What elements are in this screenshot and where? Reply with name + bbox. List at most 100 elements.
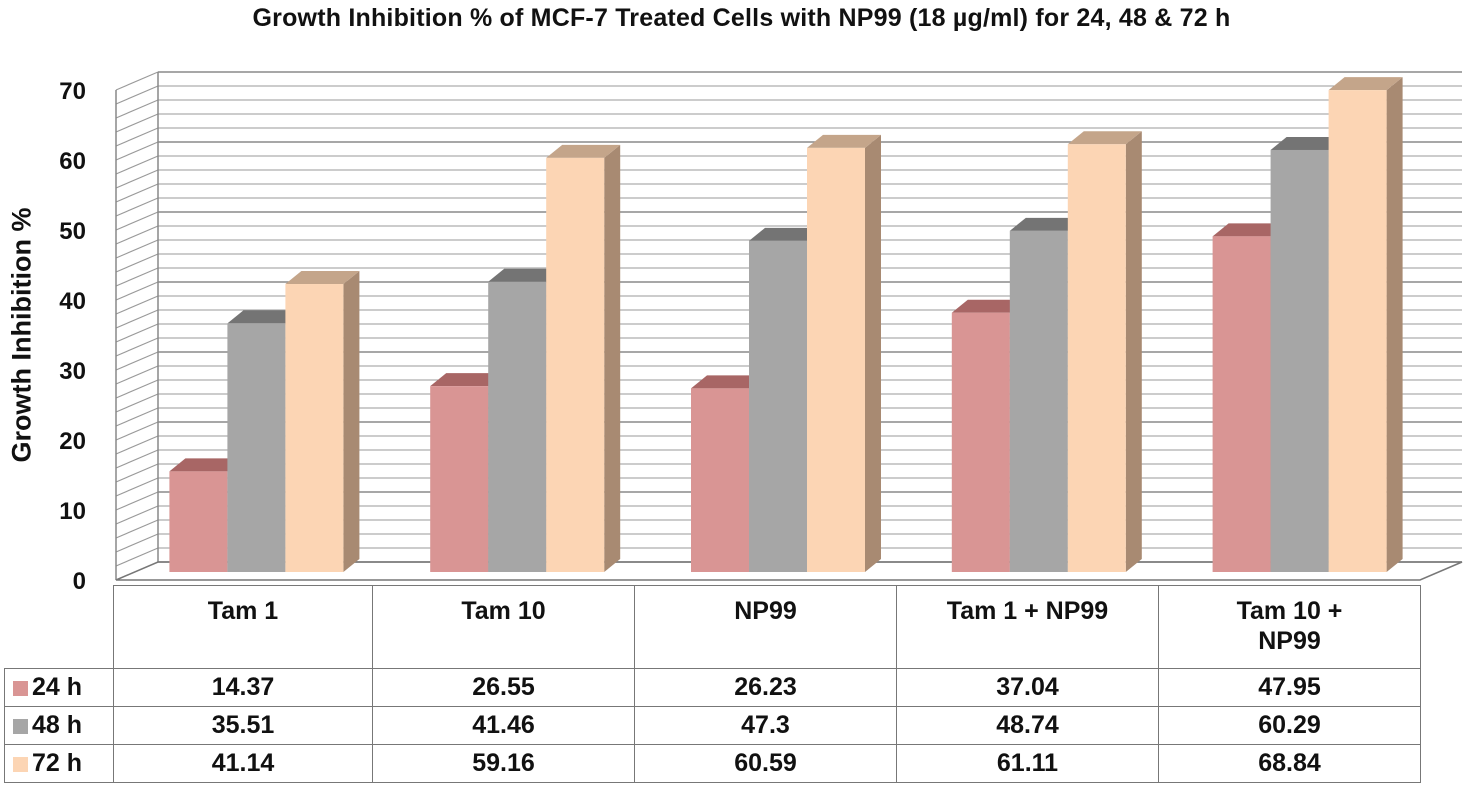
x-category-label-line: Tam 1: [207, 597, 279, 625]
legend-entry: 72 h: [4, 744, 114, 783]
bar-72h-3: [1067, 144, 1126, 573]
y-tick-label: 0: [73, 568, 86, 595]
y-tick-label: 10: [59, 498, 86, 525]
data-label: 60.29: [1158, 706, 1421, 745]
bar-24h-0: [169, 471, 228, 572]
bar-top: [1009, 217, 1084, 231]
data-label: 47.95: [1158, 668, 1421, 707]
side-wall-gridline: [115, 547, 159, 567]
data-label: 48.74: [896, 706, 1159, 745]
bar-48h-0: [227, 323, 286, 572]
x-category-label: NP99: [634, 585, 897, 669]
data-label: 61.11: [896, 744, 1159, 783]
bar-top: [807, 134, 881, 148]
legend-swatch: [13, 681, 28, 696]
side-wall-gridline: [115, 365, 159, 385]
bar-top: [1212, 223, 1287, 237]
bar-top: [749, 227, 823, 241]
side-wall-gridline: [115, 211, 159, 231]
side-wall-gridline: [115, 533, 159, 553]
bar-24h-4: [1212, 236, 1271, 572]
side-wall-gridline: [115, 225, 159, 245]
data-label: 26.55: [372, 668, 635, 707]
side-wall-gridline: [115, 351, 159, 371]
x-category-label: Tam 1 + NP99: [896, 585, 1159, 669]
bar-side: [1125, 131, 1142, 573]
bar-72h-1: [546, 157, 605, 572]
side-wall-gridline: [115, 519, 159, 539]
legend-label: 48 h: [32, 711, 83, 739]
bar-side: [865, 134, 881, 572]
bar-top: [488, 268, 563, 282]
bar-48h-4: [1270, 149, 1329, 572]
chart-title: Growth Inhibition % of MCF-7 Treated Cel…: [252, 4, 1231, 32]
bar-48h-3: [1009, 230, 1068, 572]
side-wall-gridline: [115, 421, 159, 441]
table-row: 24 h 14.37 26.55 26.23 37.04 47.95: [4, 668, 1421, 707]
side-wall-gridline: [115, 295, 159, 315]
side-wall-gridline: [115, 267, 159, 287]
floor: [115, 561, 1463, 581]
bar-72h-0: [285, 284, 344, 572]
bar-top: [1328, 77, 1403, 91]
bar-top: [227, 310, 302, 324]
data-label: 35.51: [113, 706, 373, 745]
bar-24h-2: [691, 388, 749, 572]
side-wall-gridline: [115, 491, 159, 511]
data-table: Tam 1 Tam 10 NP99 Tam 1 + NP99 Tam 10 + NP99 2…: [4, 585, 1421, 783]
bar-top: [1067, 131, 1142, 145]
data-label: 41.14: [113, 744, 373, 783]
table-corner: [5, 586, 114, 669]
legend-swatch: [13, 719, 28, 734]
bar-side: [343, 271, 360, 572]
y-tick-label: 30: [59, 358, 86, 385]
data-label: 26.23: [634, 668, 897, 707]
x-category-label-line: Tam 10 +: [1236, 597, 1343, 625]
x-category-label-line: Tam 10: [461, 597, 546, 625]
bar-24h-1: [430, 386, 489, 572]
bar-24h-3: [951, 312, 1010, 572]
x-category-label: Tam 10 + NP99: [1158, 585, 1421, 669]
plot-area: 0 10 20 30 40 50 60 70: [59, 71, 1463, 595]
side-wall-gridline: [115, 323, 159, 343]
side-wall-gridline: [115, 435, 159, 455]
bar-side: [1386, 77, 1403, 573]
side-wall-gridline: [115, 309, 159, 329]
data-label: 14.37: [113, 668, 373, 707]
side-wall-gridline: [115, 127, 159, 147]
side-wall-gridline: [115, 281, 159, 301]
side-wall-gridline: [115, 113, 159, 133]
y-tick-label: 70: [59, 78, 86, 105]
side-wall-gridline: [115, 169, 159, 189]
side-wall-gridline: [115, 141, 159, 161]
legend-entry: 48 h: [4, 706, 114, 745]
side-wall-gridline: [115, 99, 159, 119]
bar-48h-1: [488, 281, 547, 572]
side-wall-gridline: [115, 253, 159, 273]
x-category-label-line: NP99: [1258, 627, 1321, 655]
side-wall-gridline: [115, 337, 159, 357]
data-label: 59.16: [372, 744, 635, 783]
table-row: 48 h 35.51 41.46 47.3 48.74 60.29: [4, 706, 1421, 745]
legend-label: 24 h: [32, 673, 83, 701]
bar-top: [169, 458, 244, 472]
data-label: 37.04: [896, 668, 1159, 707]
side-wall-gridline: [115, 239, 159, 259]
bar-top: [285, 271, 360, 285]
bar-top: [1270, 136, 1345, 150]
bar-top: [430, 373, 505, 387]
side-wall-gridline: [115, 477, 159, 497]
side-wall-gridline: [115, 183, 159, 203]
table-row: 72 h 41.14 59.16 60.59 61.11 68.84: [4, 744, 1421, 783]
side-wall-gridline: [115, 449, 159, 469]
bar-72h-4: [1328, 90, 1387, 573]
data-label: 41.46: [372, 706, 635, 745]
data-label: 60.59: [634, 744, 897, 783]
side-wall-gridline: [115, 85, 159, 105]
side-wall-gridline: [115, 463, 159, 483]
side-wall-gridline: [115, 505, 159, 525]
bar-side: [604, 144, 621, 572]
bar-48h-2: [749, 240, 807, 572]
side-wall-gridline: [115, 393, 159, 413]
y-tick-label: 20: [59, 428, 86, 455]
